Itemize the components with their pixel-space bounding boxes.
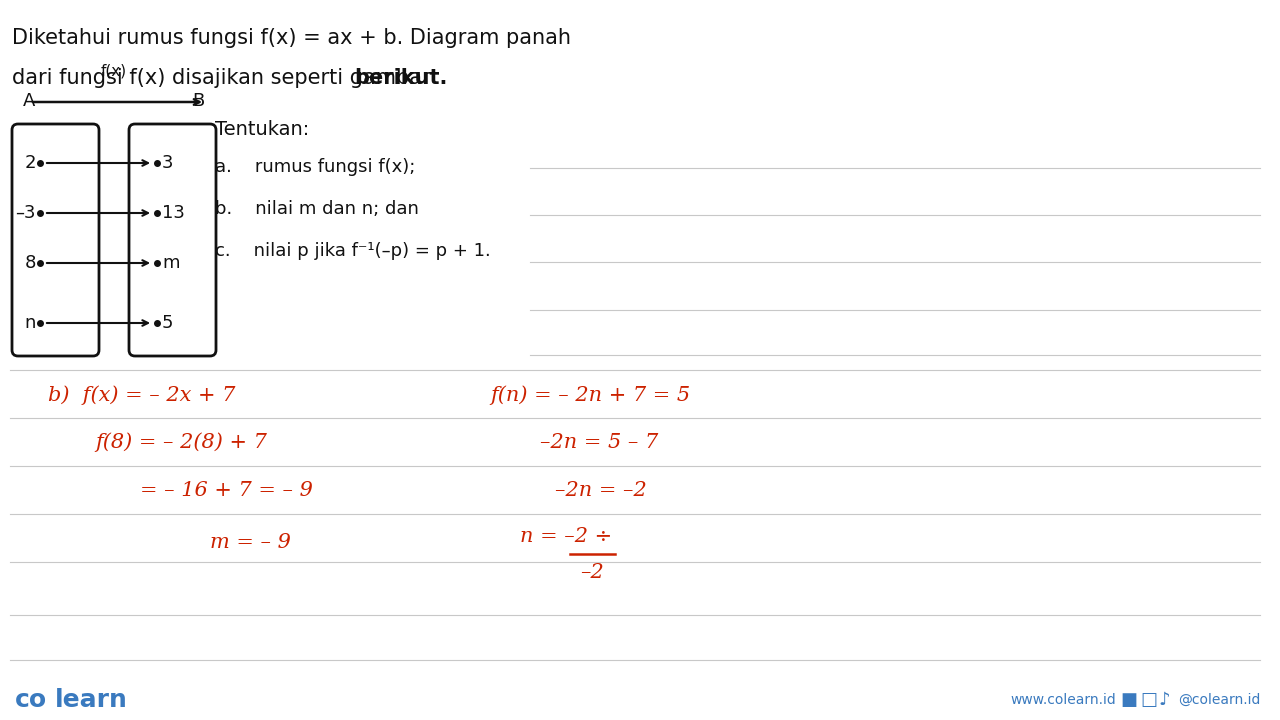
Text: f(x): f(x) — [101, 63, 127, 78]
Text: □: □ — [1140, 691, 1157, 709]
Text: ■: ■ — [1120, 691, 1137, 709]
Text: –3: –3 — [15, 204, 36, 222]
Text: B: B — [193, 92, 205, 110]
Text: berikut.: berikut. — [355, 68, 448, 88]
Text: 8: 8 — [24, 254, 36, 272]
Text: –2: –2 — [580, 562, 604, 582]
Text: f(8) = – 2(8) + 7: f(8) = – 2(8) + 7 — [95, 432, 266, 452]
Text: n = –2 ÷: n = –2 ÷ — [520, 526, 612, 546]
Text: co: co — [15, 688, 47, 712]
Text: m: m — [163, 254, 179, 272]
Text: Tentukan:: Tentukan: — [215, 120, 310, 139]
Text: = – 16 + 7 = – 9: = – 16 + 7 = – 9 — [140, 480, 312, 500]
Text: Diketahui rumus fungsi f(x) = ax + b. Diagram panah: Diketahui rumus fungsi f(x) = ax + b. Di… — [12, 28, 571, 48]
Text: 3: 3 — [163, 154, 174, 172]
Text: f(n) = – 2n + 7 = 5: f(n) = – 2n + 7 = 5 — [490, 385, 690, 405]
Text: 2: 2 — [24, 154, 36, 172]
Text: 13: 13 — [163, 204, 184, 222]
Text: dari fungsi f(x) disajikan seperti gambar: dari fungsi f(x) disajikan seperti gamba… — [12, 68, 438, 88]
Text: –2n = –2: –2n = –2 — [556, 480, 646, 500]
Text: a.    rumus fungsi f(x);: a. rumus fungsi f(x); — [215, 158, 416, 176]
Text: –2n = 5 – 7: –2n = 5 – 7 — [540, 433, 658, 451]
Text: b.    nilai m dan n; dan: b. nilai m dan n; dan — [215, 200, 419, 218]
Text: ♪: ♪ — [1158, 691, 1170, 709]
Text: @colearn.id: @colearn.id — [1178, 693, 1261, 707]
Text: m = – 9: m = – 9 — [210, 533, 291, 552]
FancyBboxPatch shape — [12, 124, 99, 356]
Text: n: n — [24, 314, 36, 332]
Text: c.    nilai p jika f⁻¹(–p) = p + 1.: c. nilai p jika f⁻¹(–p) = p + 1. — [215, 242, 490, 260]
Text: A: A — [23, 92, 36, 110]
FancyBboxPatch shape — [129, 124, 216, 356]
Text: www.colearn.id: www.colearn.id — [1010, 693, 1116, 707]
Text: learn: learn — [55, 688, 128, 712]
Text: 5: 5 — [163, 314, 174, 332]
Text: b)  f(x) = – 2x + 7: b) f(x) = – 2x + 7 — [49, 385, 236, 405]
